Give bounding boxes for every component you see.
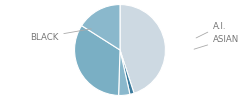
Wedge shape [120, 50, 134, 94]
Wedge shape [119, 50, 130, 96]
Wedge shape [120, 4, 165, 93]
Text: ASIAN: ASIAN [194, 35, 239, 49]
Text: A.I.: A.I. [196, 22, 227, 38]
Wedge shape [82, 4, 120, 50]
Wedge shape [75, 26, 120, 95]
Text: BLACK: BLACK [30, 29, 91, 42]
